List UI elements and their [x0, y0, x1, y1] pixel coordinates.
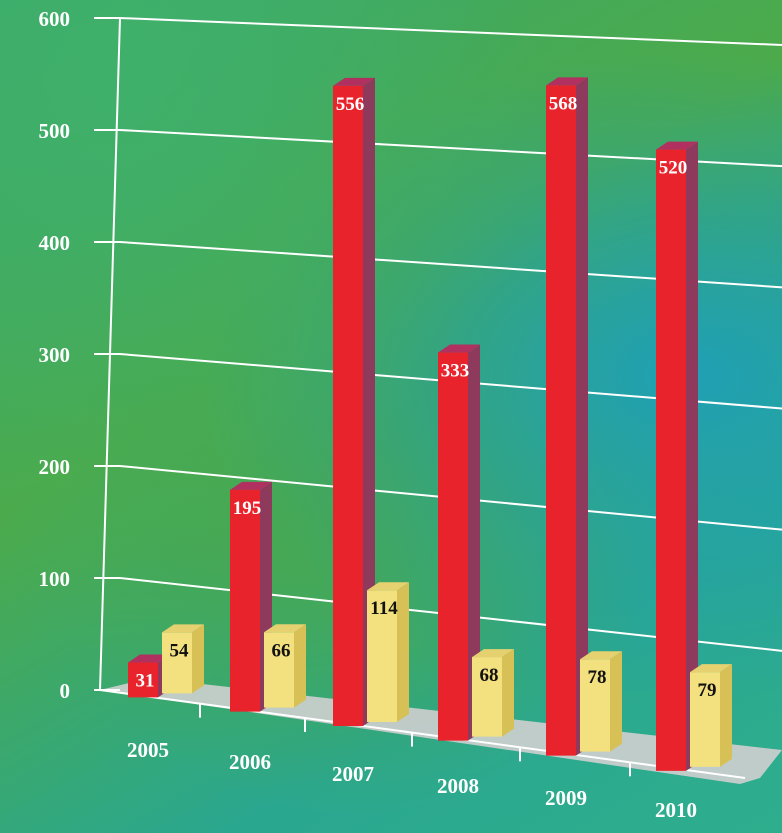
bar-red-2010-top: [656, 141, 698, 150]
bar-yellow-2005-top: [162, 624, 204, 633]
bar-red-2005-label: 31: [136, 671, 155, 692]
bar-yellow-2009-side: [610, 651, 622, 752]
y-tick-label: 300: [39, 343, 71, 367]
x-axis-categories: 2005 2006 2007 2008 2009 2010: [127, 738, 697, 822]
bar-red-2009-front: [546, 85, 576, 756]
bar-yellow-2006-label: 66: [272, 640, 291, 661]
y-tick-label: 400: [39, 231, 71, 255]
bar-yellow-2010-label: 79: [698, 680, 717, 701]
bar-red-2010: 520: [656, 141, 698, 771]
x-category-label: 2005: [127, 738, 169, 762]
bar-red-2008-side: [468, 344, 480, 741]
bar-red-2010-front: [656, 149, 686, 771]
gridline: [119, 17, 782, 46]
bar-yellow-2007-label: 114: [370, 598, 398, 619]
bar-red-2010-label: 520: [659, 158, 688, 179]
x-category-label: 2007: [332, 762, 374, 786]
bar-yellow-2010-front: [690, 672, 720, 767]
bar-red-2008-top: [438, 344, 480, 353]
bar-red-2008-front: [438, 352, 468, 741]
bar-yellow-2008-top: [472, 649, 514, 658]
bar-red-2005-top: [128, 654, 170, 663]
bar-yellow-2010-side: [720, 664, 732, 767]
bar-yellow-2009-label: 78: [588, 667, 607, 688]
bar-yellow-2007: 114: [367, 582, 409, 723]
y-tick-label: 600: [39, 7, 71, 31]
y-tick-label: 200: [39, 455, 71, 479]
bar-yellow-2009-top: [580, 651, 622, 660]
y-tick-label: 500: [39, 119, 71, 143]
y-tick-label: 100: [39, 567, 71, 591]
bar-red-2008-label: 333: [441, 361, 470, 382]
bar-yellow-2007-top: [367, 582, 409, 591]
bar-red-2006: 195: [230, 481, 272, 712]
bar-red-2009: 568: [546, 77, 588, 756]
bar-red-2006-front: [230, 489, 260, 712]
bar-red-2007-top: [333, 77, 375, 86]
bar-yellow-2005-side: [192, 624, 204, 694]
bar-red-2007-side: [363, 77, 375, 727]
bar-yellow-2007-front: [367, 590, 397, 723]
bar-yellow-2008: 68: [472, 649, 514, 737]
bar-yellow-2010: 79: [690, 664, 732, 767]
x-category-label: 2008: [437, 774, 479, 798]
y-axis-ticks: 0 100 200 300 400 500 600: [39, 7, 120, 703]
y-tick-label: 0: [60, 679, 71, 703]
bar-yellow-2006-front: [264, 632, 294, 708]
bar-red-2007-front: [333, 85, 363, 727]
bar-yellow-2006-side: [294, 624, 306, 708]
bar-yellow-2008-front: [472, 657, 502, 737]
bar-red-2007-label: 556: [336, 94, 365, 115]
x-axis-line: [99, 689, 746, 779]
bar-red-2007: 556: [333, 77, 375, 727]
bar-yellow-2007-side: [397, 582, 409, 723]
bar-yellow-2005-label: 54: [170, 640, 190, 661]
bar-red-2010-side: [686, 141, 698, 771]
bar-yellow-2010-top: [690, 664, 732, 673]
bar-red-2009-label: 568: [549, 93, 578, 114]
bars: 31 54 195 66 556 114 333 68 568 78 520 79: [128, 77, 732, 771]
bar-red-2006-top: [230, 481, 272, 490]
bar-yellow-2009: 78: [580, 651, 622, 752]
bar-yellow-2009-front: [580, 659, 610, 752]
x-category-label: 2009: [545, 786, 587, 810]
x-category-label: 2006: [229, 750, 271, 774]
bar-yellow-2006-top: [264, 624, 306, 633]
bar-red-2008: 333: [438, 344, 480, 741]
bar-yellow-2008-side: [502, 649, 514, 737]
bar-red-2006-label: 195: [233, 498, 262, 519]
bar-red-2005-front: [128, 662, 158, 698]
bar-yellow-2006: 66: [264, 624, 306, 708]
bar-yellow-2005: 54: [162, 624, 204, 694]
bar-yellow-2005-front: [162, 632, 192, 694]
bar-red-2009-top: [546, 77, 588, 86]
bar-yellow-2008-label: 68: [480, 665, 499, 686]
bar-red-2009-side: [576, 77, 588, 756]
x-category-label: 2010: [655, 798, 697, 822]
